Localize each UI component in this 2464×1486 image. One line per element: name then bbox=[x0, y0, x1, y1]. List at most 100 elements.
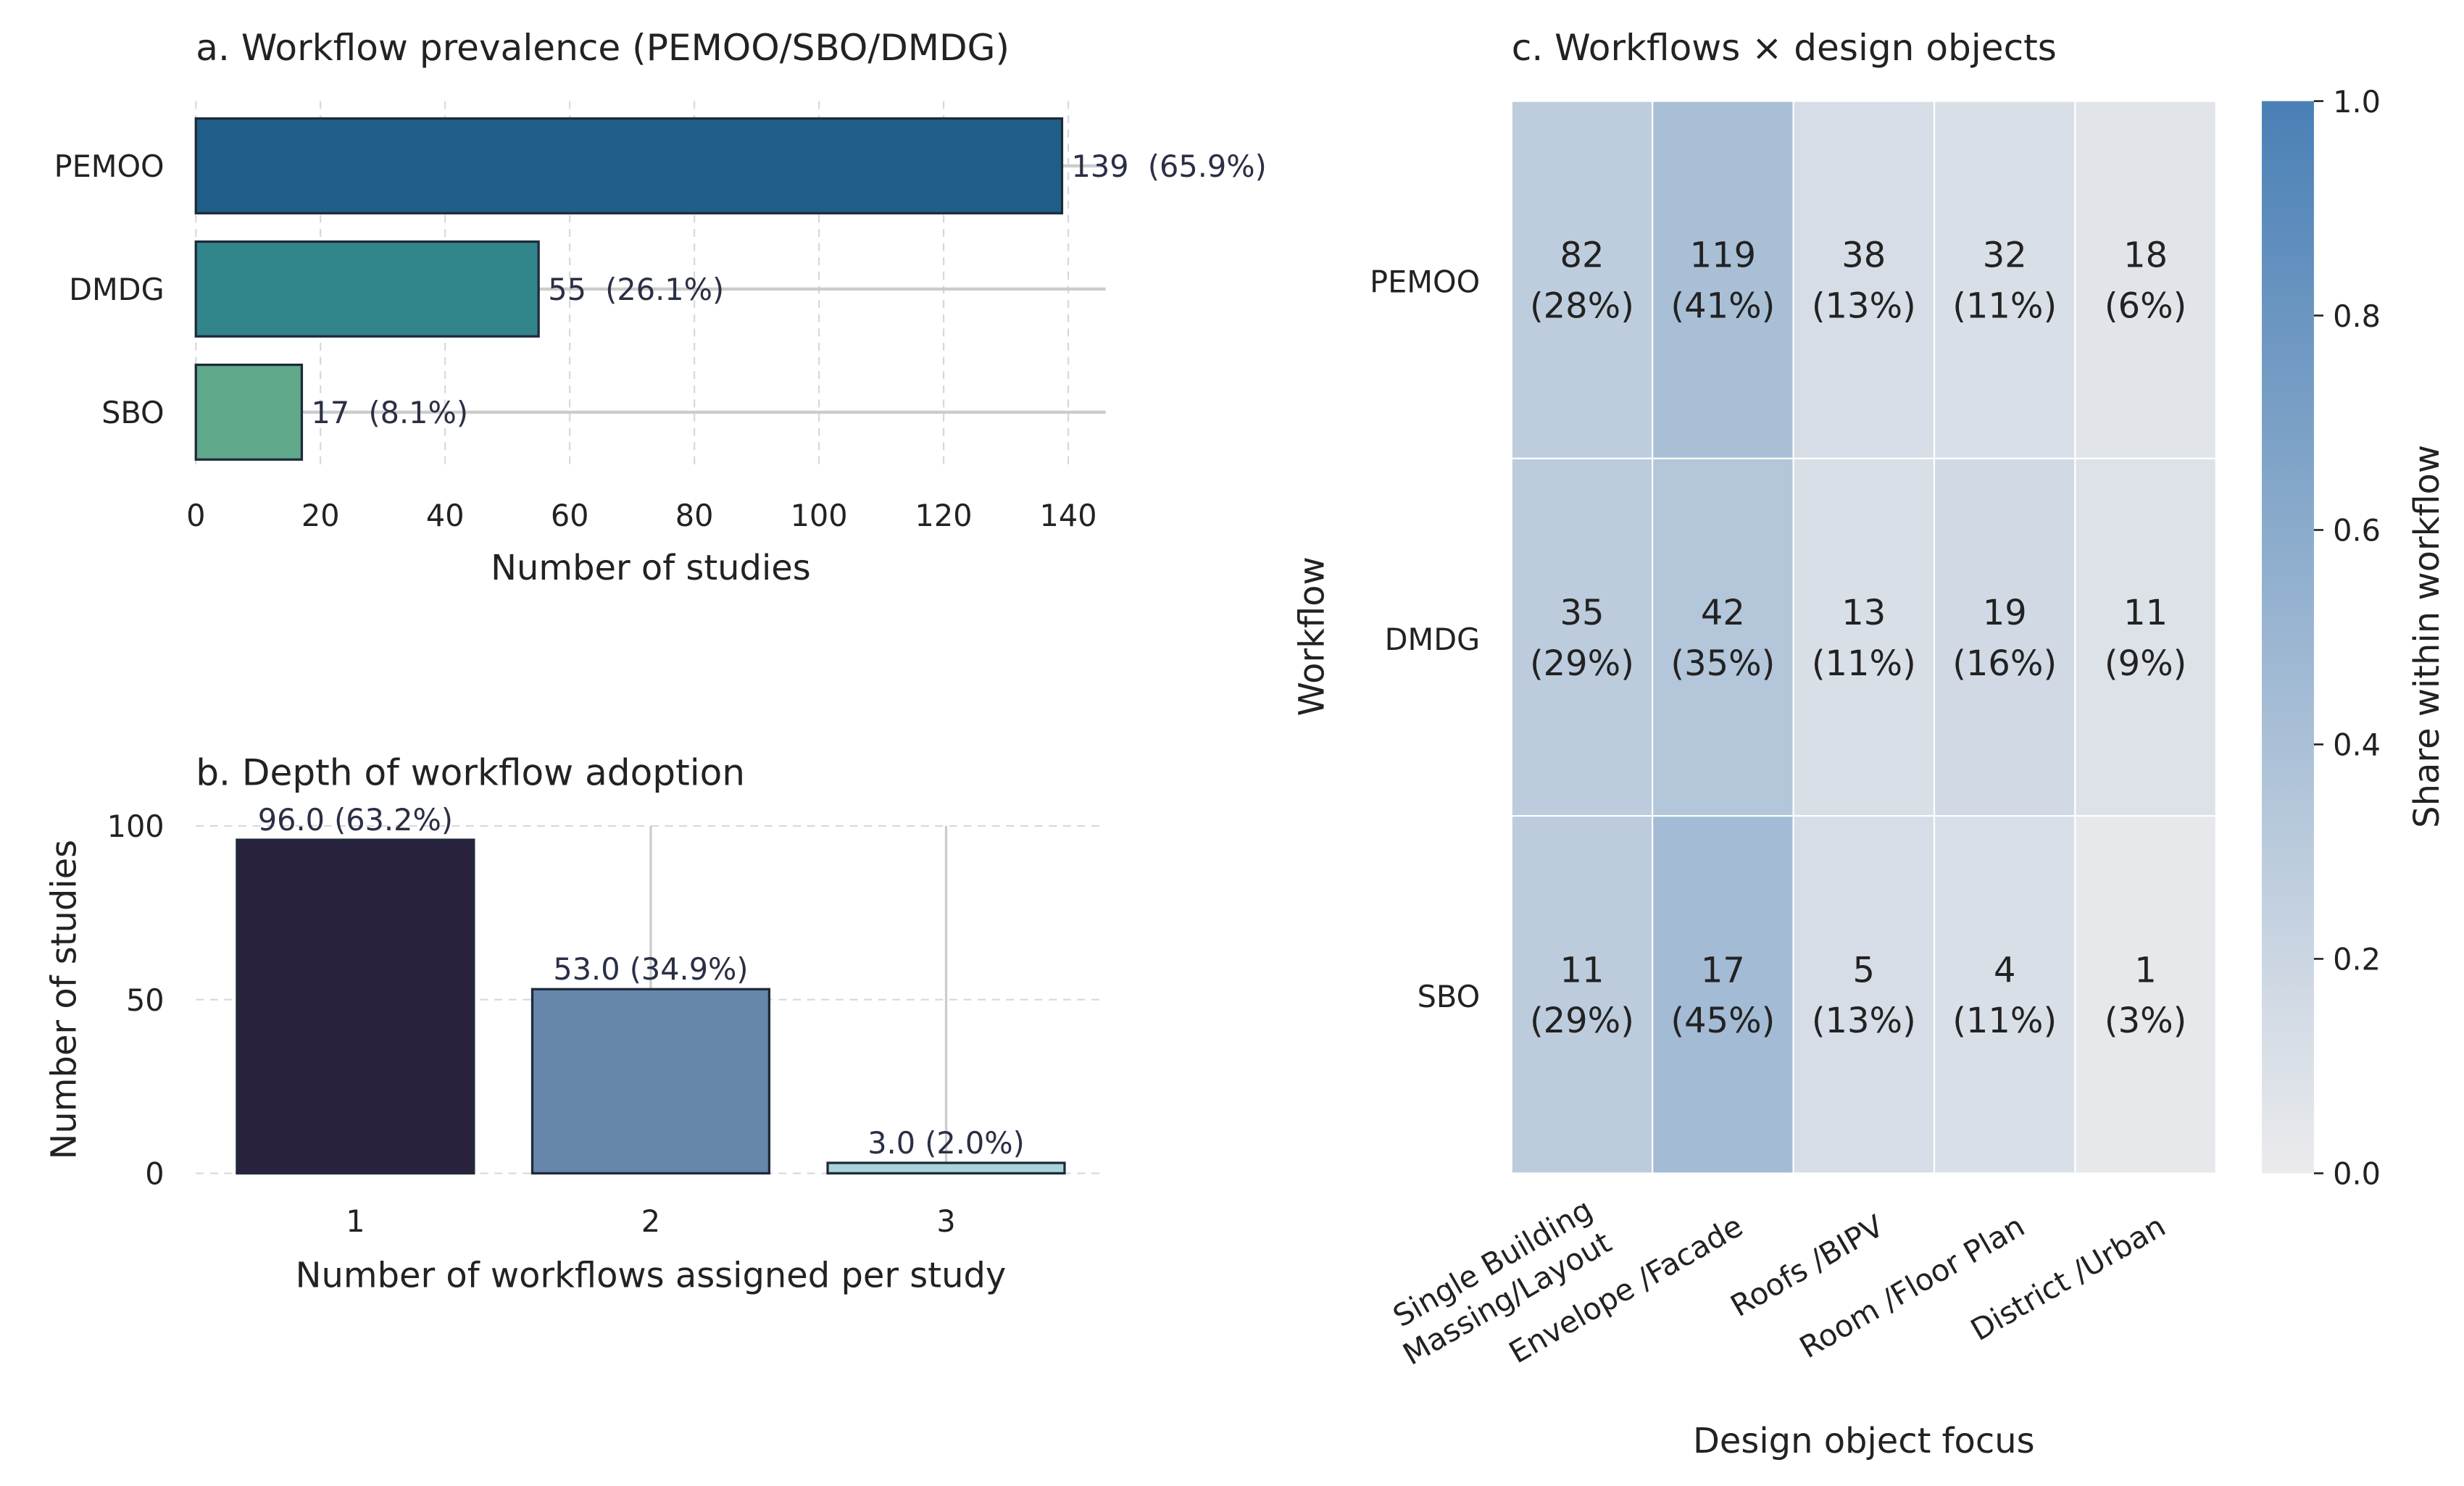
bar-1 bbox=[236, 838, 475, 1175]
heatmap-cell bbox=[1933, 100, 2076, 459]
heatmap-cell bbox=[1652, 457, 1794, 817]
column-label: Room /Floor Plan bbox=[1794, 1209, 2030, 1365]
x-tick-label: 0 bbox=[186, 498, 205, 533]
colorbar-tick-label: 0.6 bbox=[2333, 514, 2381, 548]
cell-percent: (11%) bbox=[1952, 1001, 2057, 1041]
colorbar-tick-label: 0.2 bbox=[2333, 943, 2381, 977]
data-label: 53.0 (34.9%) bbox=[553, 952, 748, 987]
row-label: SBO bbox=[1418, 980, 1481, 1014]
cell-count: 32 bbox=[1983, 236, 2027, 276]
column-label: Single BuildingMassing/Layout bbox=[1378, 1192, 1618, 1372]
x-tick-label: 20 bbox=[301, 498, 340, 533]
cell-percent: (6%) bbox=[2105, 286, 2186, 326]
heatmap-cell bbox=[1792, 100, 1936, 459]
cell-percent: (9%) bbox=[2105, 644, 2186, 684]
colorbar bbox=[2262, 101, 2314, 1174]
cell-count: 38 bbox=[1841, 236, 1886, 276]
bar-pemoo bbox=[194, 117, 1064, 214]
data-label: 55 (26.1%) bbox=[548, 272, 724, 307]
heatmap-cell bbox=[1792, 457, 1936, 817]
x-tick-label: 120 bbox=[915, 498, 973, 533]
panel-c-xlabel: Design object focus bbox=[1693, 1422, 2035, 1461]
cell-percent: (11%) bbox=[1812, 644, 1916, 684]
column-label-line: Room /Floor Plan bbox=[1794, 1209, 2030, 1365]
row-label: DMDG bbox=[1385, 622, 1481, 657]
x-tick-label: 3 bbox=[936, 1204, 955, 1239]
row-label: PEMOO bbox=[1370, 265, 1480, 300]
heatmap-cell bbox=[1933, 457, 2076, 817]
panel-a: a. Workflow prevalence (PEMOO/SBO/DMDG) … bbox=[54, 26, 1267, 588]
data-label: 3.0 (2.0%) bbox=[867, 1126, 1025, 1161]
data-label: 96.0 (63.2%) bbox=[258, 803, 453, 838]
cell-count: 11 bbox=[1560, 951, 1604, 990]
panel-b-title: b. Depth of workflow adoption bbox=[196, 751, 745, 793]
heatmap-cell bbox=[2074, 457, 2217, 817]
cell-percent: (16%) bbox=[1952, 644, 2057, 684]
heatmap-cell bbox=[2074, 100, 2217, 459]
cell-count: 119 bbox=[1690, 236, 1756, 276]
x-tick-label: 40 bbox=[426, 498, 465, 533]
cell-count: 19 bbox=[1983, 593, 2027, 633]
panel-a-title: a. Workflow prevalence (PEMOO/SBO/DMDG) bbox=[196, 26, 1010, 69]
x-tick-label: 2 bbox=[641, 1204, 660, 1239]
cell-percent: (41%) bbox=[1670, 286, 1775, 326]
cell-count: 17 bbox=[1701, 951, 1745, 990]
y-tick-label: PEMOO bbox=[54, 149, 165, 184]
data-label: 17 (8.1%) bbox=[312, 396, 469, 430]
cell-percent: (35%) bbox=[1670, 644, 1775, 684]
heatmap-cell bbox=[1652, 815, 1794, 1174]
cell-percent: (13%) bbox=[1812, 286, 1916, 326]
y-tick-label: 50 bbox=[126, 983, 165, 1018]
bar-sbo bbox=[194, 363, 304, 461]
panel-a-xlabel: Number of studies bbox=[491, 548, 811, 588]
y-tick-label: 0 bbox=[145, 1157, 164, 1192]
x-tick-label: 1 bbox=[346, 1204, 365, 1239]
panel-b-xlabel: Number of workflows assigned per study bbox=[296, 1256, 1007, 1295]
x-tick-label: 60 bbox=[551, 498, 589, 533]
panel-b-ylabel: Number of studies bbox=[45, 840, 85, 1160]
heatmap-cell bbox=[1792, 815, 1936, 1174]
y-tick-label: SBO bbox=[101, 396, 165, 430]
heatmap-cell bbox=[1510, 815, 1654, 1174]
panel-b: b. Depth of workflow adoption Number of … bbox=[45, 751, 1106, 1295]
y-tick-label: DMDG bbox=[69, 272, 165, 307]
cell-count: 13 bbox=[1841, 593, 1886, 633]
y-tick-label: 100 bbox=[107, 809, 165, 844]
panel-c: c. Workflows × design objects Design obj… bbox=[1292, 26, 2447, 1461]
cell-percent: (29%) bbox=[1530, 1001, 1634, 1041]
cell-count: 42 bbox=[1701, 593, 1745, 633]
heatmap-cell bbox=[2074, 815, 2217, 1174]
cell-count: 11 bbox=[2123, 593, 2168, 633]
bar-dmdg bbox=[194, 240, 540, 338]
heatmap-cell bbox=[1652, 100, 1794, 459]
heatmap-cell bbox=[1510, 457, 1654, 817]
x-tick-label: 100 bbox=[791, 498, 848, 533]
cell-percent: (28%) bbox=[1530, 286, 1634, 326]
colorbar-tick-label: 0.0 bbox=[2333, 1157, 2381, 1192]
cell-count: 82 bbox=[1560, 236, 1604, 276]
cell-count: 1 bbox=[2134, 951, 2157, 990]
heatmap-cell bbox=[1933, 815, 2076, 1174]
panel-c-ylabel: Workflow bbox=[1292, 556, 1332, 716]
cell-count: 18 bbox=[2123, 236, 2168, 276]
data-label: 139 (65.9%) bbox=[1072, 149, 1267, 184]
cell-count: 35 bbox=[1560, 593, 1604, 633]
panel-c-title: c. Workflows × design objects bbox=[1512, 26, 2057, 69]
x-tick-label: 140 bbox=[1040, 498, 1097, 533]
cell-percent: (3%) bbox=[2105, 1001, 2186, 1041]
cell-percent: (11%) bbox=[1952, 286, 2057, 326]
cell-count: 4 bbox=[1994, 951, 2016, 990]
cell-count: 5 bbox=[1853, 951, 1876, 990]
cell-percent: (29%) bbox=[1530, 644, 1634, 684]
cell-percent: (13%) bbox=[1812, 1001, 1916, 1041]
colorbar-tick-label: 1.0 bbox=[2333, 85, 2381, 120]
colorbar-tick-label: 0.8 bbox=[2333, 299, 2381, 334]
cell-percent: (45%) bbox=[1670, 1001, 1775, 1041]
bar-2 bbox=[530, 988, 771, 1175]
heatmap-cell bbox=[1510, 100, 1654, 459]
colorbar-tick-label: 0.4 bbox=[2333, 728, 2381, 763]
bar-3 bbox=[826, 1161, 1066, 1175]
x-tick-label: 80 bbox=[675, 498, 714, 533]
colorbar-label: Share within workflow bbox=[2407, 445, 2447, 828]
